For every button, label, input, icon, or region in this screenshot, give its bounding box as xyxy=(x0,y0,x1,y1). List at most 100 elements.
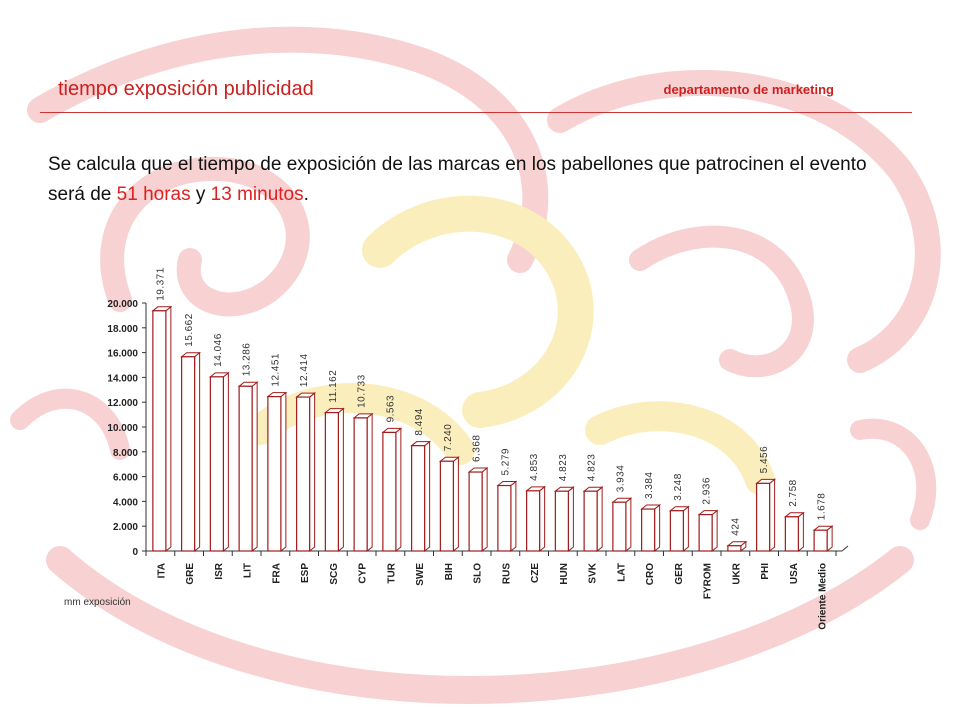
x-tick-label: PHI xyxy=(760,563,771,580)
data-label: 2.758 xyxy=(788,479,799,507)
bar-side xyxy=(769,478,776,553)
x-tick-label: ESP xyxy=(300,563,311,583)
x-tick-label: FRA xyxy=(271,563,282,584)
x-tick-label: UKR xyxy=(731,562,742,584)
bar-side xyxy=(309,392,316,553)
x-tick-label: HUN xyxy=(559,563,570,585)
data-label: 15.662 xyxy=(184,313,195,347)
data-label: 7.240 xyxy=(443,424,454,452)
bar-side xyxy=(194,351,201,553)
x-tick-label: RUS xyxy=(501,563,512,584)
x-tick-label: FYROM xyxy=(703,563,714,599)
bar-side xyxy=(165,305,172,553)
intro-connector: y xyxy=(190,184,211,205)
bar xyxy=(583,490,598,552)
watermark-swirl xyxy=(362,195,594,428)
bar xyxy=(468,471,483,552)
bar xyxy=(669,510,684,552)
x-tick-label: ITA xyxy=(156,563,167,578)
data-label: 11.162 xyxy=(328,370,339,403)
y-tick-label: 16.000 xyxy=(107,349,138,360)
watermark-swirl xyxy=(100,156,310,317)
bar xyxy=(411,445,426,552)
bar-side xyxy=(251,381,258,553)
bar xyxy=(641,508,656,552)
data-label: 1.678 xyxy=(817,493,828,521)
data-label: 5.279 xyxy=(500,448,511,476)
bar-side xyxy=(797,511,804,553)
data-label: 12.414 xyxy=(299,353,310,387)
intro-period: . xyxy=(303,184,309,205)
bar xyxy=(353,417,368,552)
watermark-swirl xyxy=(850,418,937,530)
header-divider xyxy=(40,112,912,113)
data-label: 424 xyxy=(730,518,741,536)
data-label: 19.371 xyxy=(155,267,166,301)
x-tick-label: GER xyxy=(674,562,685,584)
bar xyxy=(612,501,627,552)
x-tick-label: GRE xyxy=(185,563,196,585)
y-axis-label: mm exposición xyxy=(64,597,131,608)
bar-side xyxy=(481,466,488,553)
watermark-swirl xyxy=(629,225,814,378)
data-label: 9.563 xyxy=(385,395,396,423)
bar-side xyxy=(567,486,574,553)
bar-side xyxy=(280,391,287,553)
data-label: 2.936 xyxy=(702,477,713,505)
data-label: 3.934 xyxy=(615,465,626,493)
data-label: 8.494 xyxy=(414,408,425,436)
data-label: 13.286 xyxy=(242,343,253,377)
y-tick-label: 2.000 xyxy=(113,522,138,533)
bar xyxy=(554,490,569,552)
x-axis-depth xyxy=(841,545,849,552)
x-tick-label: USA xyxy=(789,563,800,584)
data-label: 5.456 xyxy=(759,446,770,474)
bar xyxy=(238,385,253,552)
bar-side xyxy=(596,486,603,553)
x-tick-label: SWE xyxy=(415,563,426,586)
y-tick-label: 0 xyxy=(132,547,138,558)
data-label: 6.368 xyxy=(472,435,483,463)
page-title: tiempo exposición publicidad xyxy=(58,78,314,100)
bar xyxy=(727,545,742,552)
watermark-swirl xyxy=(547,70,941,373)
data-label: 3.248 xyxy=(673,473,684,501)
y-tick-label: 10.000 xyxy=(107,423,138,434)
bar-side xyxy=(222,371,229,553)
x-tick-label: SCG xyxy=(329,563,340,585)
data-label: 12.451 xyxy=(270,353,281,387)
x-tick-label: CRO xyxy=(645,563,656,585)
bar-side xyxy=(395,427,402,553)
y-tick-label: 4.000 xyxy=(113,497,138,508)
bar-side xyxy=(337,407,344,553)
data-label: 4.853 xyxy=(529,453,540,481)
bar xyxy=(324,411,339,552)
y-tick-label: 14.000 xyxy=(107,373,138,384)
data-label: 4.823 xyxy=(558,454,569,482)
data-label: 14.046 xyxy=(213,333,224,367)
bar-side xyxy=(654,503,661,553)
bar-side xyxy=(539,485,546,553)
x-tick-label: SVK xyxy=(588,562,599,583)
bar xyxy=(526,490,541,552)
y-tick-label: 20.000 xyxy=(107,299,138,310)
bar xyxy=(439,460,454,552)
data-label: 10.733 xyxy=(357,374,368,408)
y-tick-label: 12.000 xyxy=(107,398,138,409)
x-tick-label: SLO xyxy=(473,563,484,584)
y-tick-label: 6.000 xyxy=(113,473,138,484)
bar xyxy=(813,529,828,552)
x-tick-label: CYP xyxy=(358,563,369,584)
intro-minutes: 13 minutos xyxy=(210,184,304,205)
watermark-swirl xyxy=(10,388,130,460)
bar-side xyxy=(424,440,431,553)
bar xyxy=(181,356,196,552)
bar-side xyxy=(711,509,718,553)
bar xyxy=(756,482,771,552)
bar xyxy=(209,376,224,552)
bar xyxy=(152,310,167,552)
bar xyxy=(382,431,397,552)
bar xyxy=(296,396,311,552)
